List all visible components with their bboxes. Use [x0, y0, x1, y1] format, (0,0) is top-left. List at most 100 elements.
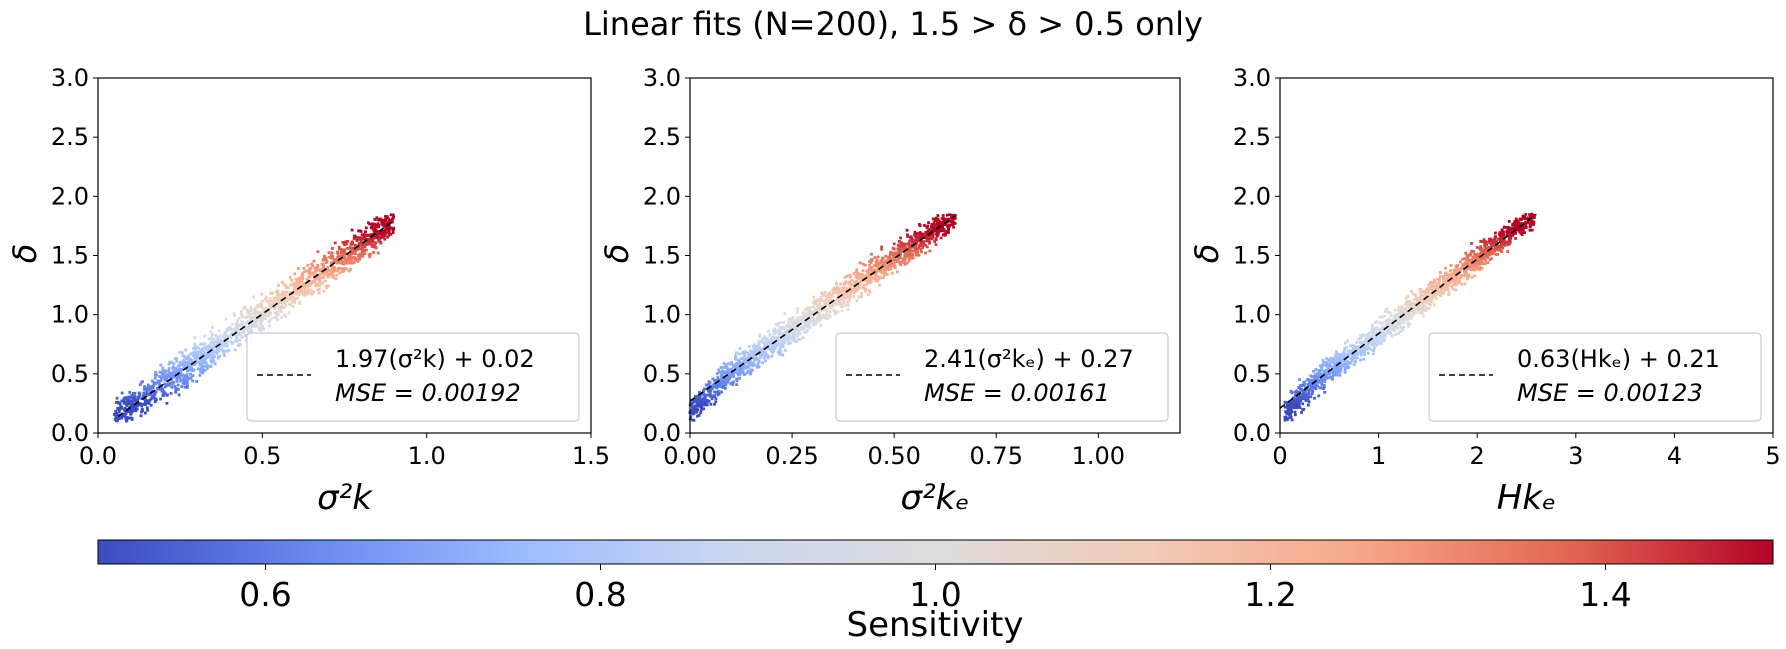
panel-2-point	[858, 261, 862, 265]
panel-2-point	[905, 228, 909, 232]
panel-2-point	[873, 256, 877, 259]
panel-2-point	[821, 315, 825, 319]
panel-1-point	[310, 292, 314, 296]
panel-1-point	[318, 275, 321, 279]
panel-2-point	[716, 389, 720, 393]
panel-1-point	[274, 290, 278, 294]
panel-1-point	[292, 286, 296, 290]
panel-2-point	[926, 236, 930, 239]
panel-1-point	[185, 381, 189, 384]
panel-2-point	[793, 339, 797, 343]
panel-1-point	[347, 269, 351, 273]
panel-3-point	[1343, 346, 1347, 350]
panel-1-point	[235, 339, 239, 343]
panel-1-point	[199, 357, 202, 361]
panel-2-point	[784, 331, 788, 335]
panel-3-point	[1375, 336, 1379, 340]
panel-3-point	[1329, 361, 1333, 364]
panel-3-point	[1367, 337, 1371, 341]
panel-1-point	[223, 354, 226, 358]
panel-1-point	[360, 251, 364, 254]
panel-2-point	[780, 338, 784, 342]
panel-2-point	[698, 390, 701, 394]
panel-2-point	[701, 402, 705, 406]
panel-3-point	[1307, 388, 1311, 391]
panel-1-point	[383, 218, 387, 222]
panel-1-point	[248, 317, 252, 321]
panel-1-point	[122, 399, 126, 403]
panel-2-point	[828, 310, 832, 314]
panel-3-point	[1349, 357, 1352, 360]
panel-2-point	[821, 313, 825, 317]
panel-2-xtick-label: 0.25	[765, 442, 818, 470]
panel-1-point	[344, 260, 348, 264]
panel-1-point	[140, 402, 144, 406]
panel-3-point	[1433, 280, 1437, 284]
panel-1-point	[179, 360, 183, 364]
panel-3-point	[1381, 315, 1385, 319]
panel-2-point	[767, 329, 770, 333]
panel-1-point	[259, 321, 263, 325]
panel-1-point	[383, 237, 387, 241]
panel-1-point	[258, 326, 261, 330]
panel-2-point	[790, 321, 794, 324]
panel-3-point	[1458, 280, 1462, 284]
panel-2-ytick-label: 3.0	[643, 64, 681, 92]
panel-3-point	[1307, 400, 1311, 404]
panel-2-point	[868, 290, 872, 294]
panel-2-point	[826, 294, 830, 297]
panel-1-point	[381, 229, 385, 233]
panel-1-point	[290, 278, 294, 282]
panel-1-point	[277, 299, 280, 303]
panel-2-point	[855, 270, 858, 274]
panel-3-point	[1467, 266, 1471, 270]
panel-3-point	[1323, 380, 1327, 383]
panel-3-point	[1375, 331, 1378, 335]
panel-2-point	[747, 355, 751, 359]
panel-1-point	[342, 269, 346, 273]
panel-1-point	[322, 270, 326, 273]
panel-1-point	[127, 395, 130, 399]
panel-3-point	[1411, 292, 1415, 296]
panel-2-point	[737, 352, 741, 356]
panel-2-point	[720, 369, 724, 373]
panel-1-point	[174, 372, 178, 375]
panel-3-point	[1483, 250, 1487, 254]
panel-1-point	[296, 296, 300, 300]
panel-3-point	[1331, 357, 1335, 361]
panel-2-point	[858, 276, 861, 280]
panel-2-point	[922, 242, 925, 246]
panel-3-point	[1465, 262, 1469, 266]
panel-2-point	[926, 234, 930, 238]
panel-1-point	[174, 366, 178, 370]
panel-3-point	[1309, 378, 1312, 382]
panel-3-point	[1513, 220, 1517, 223]
panel-3-point	[1521, 229, 1525, 233]
panel-2-point	[779, 351, 782, 355]
panel-1-point	[345, 261, 349, 265]
panel-1-point	[195, 351, 199, 354]
panel-3-point	[1453, 281, 1457, 285]
panel-1-point	[387, 217, 390, 221]
panel-2-point	[918, 224, 922, 228]
panel-2-point	[747, 364, 751, 367]
panel-3-point	[1486, 250, 1490, 254]
panel-1-point	[268, 324, 271, 328]
panel-3-point	[1341, 355, 1345, 359]
panel-3-point	[1406, 317, 1410, 320]
panel-3-point	[1408, 310, 1412, 313]
panel-2-point	[906, 233, 909, 237]
panel-2-point	[939, 236, 943, 240]
panel-2-point	[921, 246, 925, 249]
panel-1-point	[336, 257, 340, 261]
panel-3-point	[1529, 214, 1533, 218]
panel-2-point	[917, 235, 920, 239]
panel-3-point	[1488, 237, 1491, 241]
panel-1-point	[261, 317, 265, 320]
panel-2-point	[781, 343, 785, 346]
panel-1-point	[313, 280, 317, 284]
panel-1-point	[349, 242, 353, 246]
panel-3-point	[1318, 386, 1322, 390]
panel-1-point	[194, 347, 198, 351]
panel-3-point	[1509, 227, 1513, 231]
